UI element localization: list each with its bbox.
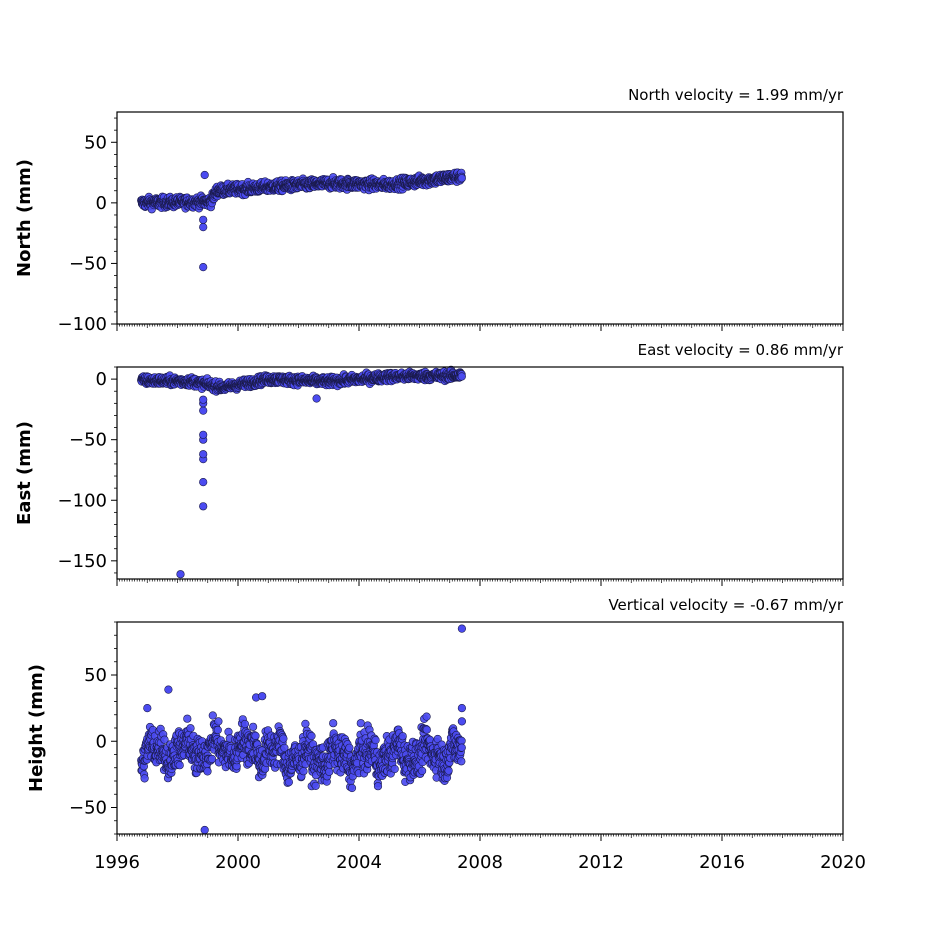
height-outlier-point bbox=[143, 703, 152, 713]
height-data-point bbox=[307, 731, 316, 741]
north-plot-frame bbox=[116, 111, 844, 325]
height-data-point bbox=[240, 719, 249, 729]
height-data-point bbox=[299, 767, 308, 776]
height-data-point bbox=[301, 719, 310, 729]
height-data-point bbox=[373, 782, 383, 791]
north-y-tick-label: 50 bbox=[84, 132, 107, 153]
east-y-tick-label: −100 bbox=[58, 490, 107, 511]
height-data-point bbox=[251, 731, 260, 741]
east-panel-title: East velocity = 0.86 mm/yr bbox=[638, 341, 844, 359]
height-x-tick-label: 2004 bbox=[336, 852, 382, 873]
east-outlier-point bbox=[199, 395, 208, 404]
height-x-tick-label: 1996 bbox=[94, 852, 140, 873]
east-outlier-point bbox=[199, 502, 208, 511]
north-outlier-point bbox=[199, 263, 208, 272]
height-y-tick-label: 50 bbox=[84, 665, 107, 686]
height-outlier-point bbox=[200, 825, 209, 835]
east-y-axis-label: East (mm) bbox=[14, 421, 35, 525]
east-panel: East velocity = 0.86 mm/yr East (mm) −15… bbox=[14, 341, 844, 586]
height-data-point bbox=[140, 774, 149, 783]
east-outlier-point bbox=[199, 478, 208, 487]
north-y-tick-label: 0 bbox=[96, 193, 107, 214]
height-data-point bbox=[208, 711, 217, 720]
east-data-point bbox=[457, 372, 466, 381]
height-data-point bbox=[422, 712, 431, 721]
height-outlier-point bbox=[457, 624, 467, 633]
height-data-point bbox=[422, 725, 431, 734]
height-data-point bbox=[175, 761, 184, 770]
height-x-tick-label: 2008 bbox=[457, 852, 503, 873]
east-outlier-point bbox=[199, 450, 208, 459]
height-y-tick-label: −50 bbox=[69, 798, 107, 819]
height-data-point bbox=[390, 764, 399, 774]
height-x-tick-label: 2020 bbox=[820, 852, 866, 873]
north-outlier-point bbox=[200, 170, 209, 180]
height-data-point bbox=[398, 732, 407, 741]
height-data-point bbox=[311, 781, 320, 791]
height-data-point bbox=[347, 783, 357, 793]
east-outlier-point bbox=[199, 430, 208, 439]
height-data-point bbox=[203, 767, 212, 776]
height-data-point bbox=[356, 719, 365, 728]
height-data-point bbox=[444, 766, 453, 775]
north-outlier-point bbox=[199, 223, 208, 232]
height-data-point bbox=[207, 754, 217, 764]
height-data-point bbox=[418, 766, 427, 776]
north-data-point bbox=[457, 174, 466, 183]
height-data-point bbox=[329, 719, 338, 728]
north-y-tick-label: −50 bbox=[69, 253, 107, 274]
north-points bbox=[137, 168, 466, 272]
height-data-point bbox=[214, 717, 223, 726]
height-x-tick-label: 2000 bbox=[215, 852, 261, 873]
height-data-point bbox=[186, 724, 195, 733]
north-y-tick-label: −100 bbox=[58, 314, 107, 335]
height-outlier-point bbox=[258, 692, 267, 701]
height-outlier-point bbox=[457, 717, 467, 726]
height-panel-title: Vertical velocity = -0.67 mm/yr bbox=[608, 596, 843, 614]
height-y-tick-label: 0 bbox=[96, 731, 107, 752]
height-data-point bbox=[183, 714, 192, 723]
height-data-point bbox=[371, 735, 380, 745]
east-outlier-point bbox=[312, 394, 321, 403]
height-outlier-point bbox=[457, 703, 467, 713]
north-outlier-point bbox=[199, 215, 208, 224]
height-data-point bbox=[345, 743, 354, 752]
height-data-point bbox=[249, 722, 258, 731]
height-data-point bbox=[457, 743, 466, 752]
height-data-point bbox=[213, 725, 222, 735]
height-outlier-point bbox=[164, 685, 173, 694]
height-data-point bbox=[279, 734, 288, 743]
north-panel-title: North velocity = 1.99 mm/yr bbox=[628, 86, 844, 104]
north-panel: North velocity = 1.99 mm/yr North (mm) −… bbox=[14, 86, 844, 335]
north-y-axis-label: North (mm) bbox=[14, 159, 35, 277]
height-x-tick-label: 2012 bbox=[578, 852, 624, 873]
east-y-tick-label: 0 bbox=[96, 369, 107, 390]
height-data-point bbox=[325, 767, 334, 776]
east-y-tick-label: −150 bbox=[58, 551, 107, 572]
height-data-point bbox=[284, 777, 294, 787]
east-points bbox=[137, 365, 466, 579]
east-outlier-point bbox=[176, 570, 185, 579]
height-y-axis-label: Height (mm) bbox=[26, 664, 47, 792]
east-y-tick-label: −50 bbox=[69, 430, 107, 451]
height-data-point bbox=[457, 757, 466, 766]
east-outlier-point bbox=[199, 406, 208, 415]
height-x-tick-label: 2016 bbox=[699, 852, 745, 873]
